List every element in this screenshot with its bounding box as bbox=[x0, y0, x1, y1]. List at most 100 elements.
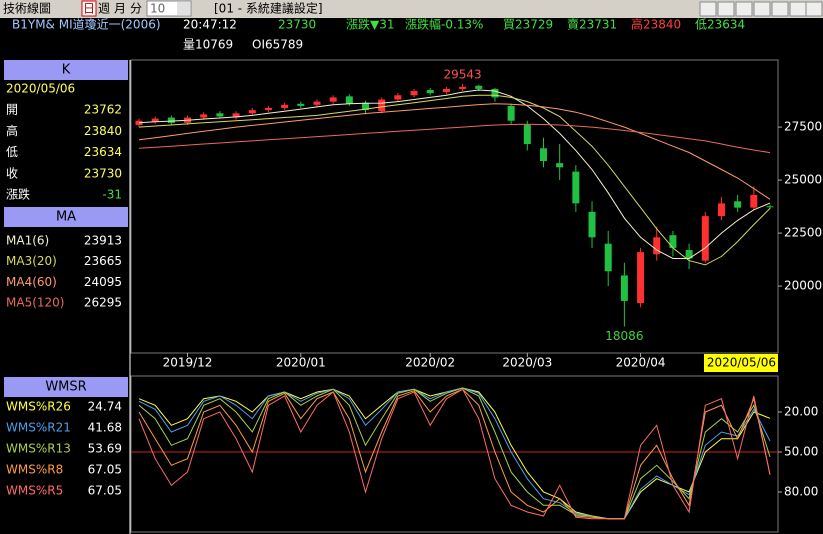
candle-body bbox=[216, 113, 224, 117]
candle-body bbox=[426, 89, 434, 94]
candle-body bbox=[345, 96, 353, 104]
y-tick-label: 50.00 bbox=[784, 445, 818, 459]
ma-header-label: MA bbox=[56, 210, 76, 225]
ma-value: 23913 bbox=[84, 234, 122, 248]
minute-label[interactable]: 分 bbox=[130, 2, 142, 16]
k-label: 漲跌 bbox=[6, 187, 30, 202]
line bbox=[138, 94, 771, 266]
k-label: 開 bbox=[6, 103, 18, 117]
candle-body bbox=[507, 105, 515, 121]
ma-value: 24095 bbox=[84, 275, 122, 289]
wms-frame bbox=[130, 375, 779, 533]
ma-name: MA1(6) bbox=[6, 234, 49, 248]
wms-value: 24.74 bbox=[88, 400, 122, 414]
ask: 賣23731 bbox=[567, 17, 617, 32]
price-frame bbox=[130, 59, 779, 354]
wms-value: 53.69 bbox=[88, 442, 122, 456]
button[interactable] bbox=[753, 1, 771, 17]
change-pct: 漲跌幅-0.13% bbox=[405, 17, 483, 32]
k-header bbox=[4, 60, 128, 80]
day-button[interactable] bbox=[81, 0, 97, 17]
candle-body bbox=[459, 86, 467, 89]
candle-body bbox=[701, 216, 709, 261]
tab-label[interactable]: [01 - 系統建議設定] bbox=[214, 1, 323, 16]
wms-value: 67.05 bbox=[88, 484, 122, 498]
x-tick-label: 2020/02 bbox=[405, 356, 455, 370]
y-tick-label: 22500 bbox=[784, 226, 822, 240]
window-buttons bbox=[699, 1, 823, 17]
week-label[interactable]: 週 bbox=[98, 2, 110, 16]
candle-body bbox=[281, 104, 289, 109]
candle-body bbox=[539, 148, 547, 161]
day-label[interactable]: 日 bbox=[83, 2, 95, 16]
line bbox=[138, 89, 771, 259]
k-value: 23762 bbox=[84, 103, 122, 117]
count-value[interactable]: 10 bbox=[150, 2, 165, 16]
k-value: 23634 bbox=[84, 145, 122, 159]
x-tick-label: 2019/12 bbox=[163, 356, 213, 370]
y-tick-label: 25000 bbox=[784, 173, 822, 187]
close-button[interactable] bbox=[805, 1, 823, 17]
candle-body bbox=[362, 102, 370, 111]
x-tick-label: 2020/01 bbox=[276, 356, 326, 370]
button[interactable] bbox=[735, 1, 753, 17]
combo-arrow[interactable] bbox=[177, 2, 190, 15]
x-tick-label: 2020/03 bbox=[502, 356, 552, 370]
wms-value: 41.68 bbox=[88, 421, 122, 435]
wms-name: WMS%R5 bbox=[6, 484, 63, 498]
button[interactable] bbox=[771, 1, 789, 17]
button[interactable] bbox=[789, 1, 807, 17]
ma-name: MA4(60) bbox=[6, 275, 57, 289]
toolbar bbox=[0, 0, 823, 18]
k-value: 23730 bbox=[84, 166, 122, 180]
candle-body bbox=[313, 101, 321, 105]
change: 漲跌▼31 bbox=[346, 17, 395, 32]
wms-value: 67.05 bbox=[88, 463, 122, 477]
k-label: 高 bbox=[6, 123, 18, 138]
candle-body bbox=[394, 95, 402, 100]
candle-body bbox=[620, 275, 628, 301]
high: 高23840 bbox=[631, 17, 681, 32]
candle-body bbox=[491, 88, 499, 98]
candle-body bbox=[750, 194, 758, 208]
last: 23730 bbox=[278, 18, 316, 32]
candle-body bbox=[442, 88, 450, 93]
high-label: 29543 bbox=[443, 67, 481, 81]
line bbox=[138, 388, 771, 520]
wms-header bbox=[4, 377, 128, 397]
ma-value: 23665 bbox=[84, 254, 122, 268]
symbol: B1YM& MI道瓊近一(2006) bbox=[12, 17, 161, 32]
candle-body bbox=[264, 108, 272, 111]
volume: 量10769 bbox=[183, 38, 233, 52]
line bbox=[138, 388, 771, 520]
ma-value: 26295 bbox=[84, 296, 122, 310]
candle-body bbox=[232, 113, 240, 118]
line bbox=[138, 123, 771, 154]
wms-header-label: WMSR bbox=[45, 380, 86, 395]
candle-body bbox=[297, 103, 305, 106]
wms-name: WMS%R8 bbox=[6, 463, 63, 477]
line bbox=[138, 103, 771, 200]
candle-body bbox=[248, 110, 256, 114]
candle-body bbox=[653, 237, 661, 255]
candle-body bbox=[766, 206, 774, 208]
button[interactable] bbox=[717, 1, 735, 17]
current-date-box bbox=[704, 354, 778, 372]
ma-name: MA3(20) bbox=[6, 254, 57, 268]
time: 20:47:12 bbox=[183, 18, 237, 32]
candle-body bbox=[556, 163, 564, 168]
candle-body bbox=[135, 120, 143, 125]
bid: 買23729 bbox=[503, 18, 553, 32]
candle-body bbox=[572, 171, 580, 204]
button[interactable] bbox=[699, 1, 717, 17]
candle-body bbox=[669, 235, 677, 248]
candle-body bbox=[167, 117, 175, 123]
candle-body bbox=[475, 85, 483, 89]
candle-body bbox=[685, 250, 693, 259]
month-label[interactable]: 月 bbox=[114, 2, 126, 16]
wms-name: WMS%R21 bbox=[6, 421, 71, 435]
line bbox=[138, 387, 771, 520]
low-label: 18086 bbox=[605, 329, 643, 343]
